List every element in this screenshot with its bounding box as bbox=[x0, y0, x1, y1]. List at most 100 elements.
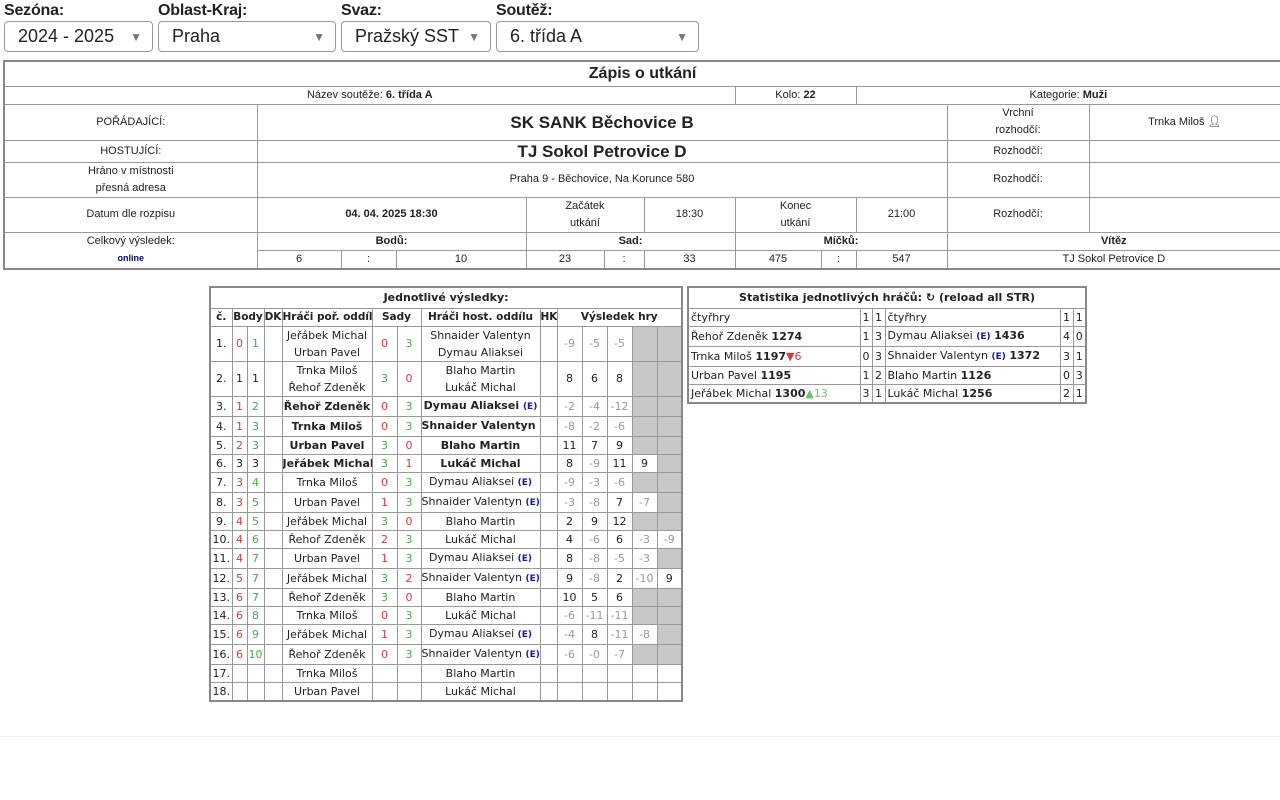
home-players: Urban Pavel bbox=[281, 681, 373, 701]
rating-delta: 13 bbox=[813, 386, 828, 400]
sets-guest: 1 bbox=[396, 453, 422, 473]
svaz-select[interactable]: Pražský SST ▼ bbox=[341, 21, 491, 52]
balls-home: 475 bbox=[734, 249, 822, 269]
reload-all-link[interactable]: (reload all STR) bbox=[938, 291, 1036, 305]
hk-cell bbox=[539, 605, 558, 625]
home-players: Trnka Miloš bbox=[281, 605, 373, 625]
game-score: -5 bbox=[606, 325, 633, 362]
game-score: -6 bbox=[606, 471, 633, 493]
referee-value bbox=[1088, 196, 1280, 233]
player-name: čtyřhry bbox=[691, 310, 731, 324]
game-score: 8 bbox=[606, 360, 633, 397]
player-name: Jeřábek Michal bbox=[286, 627, 368, 641]
guest-players: Lukáč Michal bbox=[420, 605, 541, 625]
guest-wins: 4 bbox=[1059, 325, 1074, 347]
result-row: 7. 3 4 Trnka Miloš 0 3 Dymau Aliaksei (E) -9 -3-… bbox=[209, 471, 683, 493]
game-score: -6 bbox=[556, 605, 583, 625]
chevron-down-icon: ▼ bbox=[468, 29, 480, 44]
guest-players: Lukáč Michal bbox=[420, 529, 541, 549]
sezona-select[interactable]: 2024 - 2025 ▼ bbox=[4, 21, 153, 52]
player-name: Blaho Martin bbox=[445, 666, 516, 680]
home-players: Trnka Miloš bbox=[281, 471, 373, 493]
hk-cell bbox=[539, 471, 558, 493]
guest-players: Shnaider Valentyn (E) bbox=[420, 415, 541, 437]
home-losses: 3 bbox=[871, 325, 886, 347]
col-guest-players: Hráči host. oddílu bbox=[420, 307, 541, 327]
e-badge: (E) bbox=[517, 629, 533, 640]
sets-home: 0 bbox=[371, 605, 398, 625]
result-row: 12. 5 7 Jeřábek Michal 3 2 Shnaider Valentyn (… bbox=[209, 567, 683, 589]
match-number: 16. bbox=[209, 643, 233, 665]
oblast-select[interactable]: Praha ▼ bbox=[158, 21, 336, 52]
hk-cell bbox=[539, 547, 558, 569]
game-score-empty bbox=[606, 681, 633, 701]
game-score-empty bbox=[656, 471, 683, 493]
reload-icon[interactable]: ↻ bbox=[925, 291, 936, 305]
game-score: 5 bbox=[581, 587, 608, 607]
match-number: 2. bbox=[209, 360, 233, 397]
match-number: 7. bbox=[209, 471, 233, 493]
dk-cell bbox=[263, 325, 283, 362]
player-name: Trnka Miloš bbox=[296, 666, 358, 680]
points-guest: 5 bbox=[246, 511, 265, 531]
result-row: 10. 4 6 Řehoř Zdeněk 2 3 Lukáč Michal 4 -6 6 -3 -9 bbox=[209, 529, 683, 549]
player-name: Shnaider Valentyn bbox=[421, 646, 522, 660]
game-score: 6 bbox=[606, 587, 633, 607]
match-number: 5. bbox=[209, 435, 233, 455]
game-score-empty bbox=[656, 663, 683, 683]
rating-change: ▲13 bbox=[805, 387, 827, 400]
home-player-stat: Řehoř Zdeněk 1274 bbox=[687, 325, 861, 347]
home-player-stat: Urban Pavel 1195 bbox=[687, 365, 861, 385]
game-score-empty bbox=[631, 415, 658, 437]
referee-value bbox=[1088, 139, 1280, 163]
game-score: -6 bbox=[606, 415, 633, 437]
game-score: -7 bbox=[606, 643, 633, 665]
home-player-stat: čtyřhry bbox=[687, 307, 861, 327]
game-score: -11 bbox=[581, 605, 608, 625]
col-sets: Sady bbox=[371, 307, 422, 327]
game-score-empty bbox=[656, 605, 683, 625]
sets-guest: 0 bbox=[396, 360, 422, 397]
results-title: Jednotlivé výsledky: bbox=[209, 286, 683, 309]
player-name: Urban Pavel bbox=[294, 345, 360, 359]
player-name: Lukáč Michal bbox=[440, 456, 521, 470]
game-score-empty bbox=[631, 587, 658, 607]
player-name: Jeřábek Michal bbox=[286, 514, 368, 528]
guest-players: Blaho Martin bbox=[420, 587, 541, 607]
soutez-select[interactable]: 6. třída A ▼ bbox=[496, 21, 699, 52]
points-home: 6 bbox=[231, 605, 248, 625]
points-home: 0 bbox=[231, 325, 248, 362]
dk-cell bbox=[263, 529, 283, 549]
game-score: 9 bbox=[581, 511, 608, 531]
points-guest: 3 bbox=[246, 415, 265, 437]
guest-wins: 0 bbox=[1059, 365, 1074, 385]
result-row: 17. Trnka Miloš Blaho Martin bbox=[209, 663, 683, 683]
e-badge: (E) bbox=[991, 351, 1006, 362]
points-guest: 10 bbox=[246, 643, 265, 665]
points-home: 3 bbox=[231, 491, 248, 513]
player-name: Blaho Martin bbox=[445, 363, 516, 377]
player-name: Dymau Aliaksei bbox=[887, 328, 973, 342]
player-name: Urban Pavel bbox=[691, 368, 757, 382]
game-score-empty bbox=[656, 395, 683, 417]
player-rating: 1256 bbox=[961, 386, 993, 400]
home-losses: 1 bbox=[871, 307, 886, 327]
guest-losses: 1 bbox=[1072, 383, 1087, 403]
player-name: Shnaider Valentyn bbox=[421, 570, 522, 584]
game-score-empty bbox=[656, 325, 683, 362]
guest-players: Shnaider Valentyn (E) bbox=[420, 491, 541, 513]
online-link[interactable]: online bbox=[117, 253, 145, 263]
home-players: Jeřábek Michal bbox=[281, 623, 373, 645]
stats-row: Jeřábek Michal 1300▲13 3 1 Lukáč Michal 125… bbox=[687, 383, 1087, 403]
dk-cell bbox=[263, 435, 283, 455]
result-row: 13. 6 7 Řehoř Zdeněk 3 0 Blaho Martin 10 5 6 bbox=[209, 587, 683, 607]
game-score: -8 bbox=[581, 567, 608, 589]
player-name: Shnaider Valentyn bbox=[430, 328, 531, 342]
e-badge: (E) bbox=[525, 497, 540, 508]
home-wins: 0 bbox=[859, 345, 873, 367]
user-icon: 👤︎ bbox=[1207, 115, 1222, 128]
result-row: 1. 0 1 Jeřábek Michal Urban Pavel 0 3 Shnaider … bbox=[209, 325, 683, 362]
points-guest: 7 bbox=[246, 587, 265, 607]
game-score-empty bbox=[581, 663, 608, 683]
player-name: Jeřábek Michal bbox=[691, 386, 772, 400]
